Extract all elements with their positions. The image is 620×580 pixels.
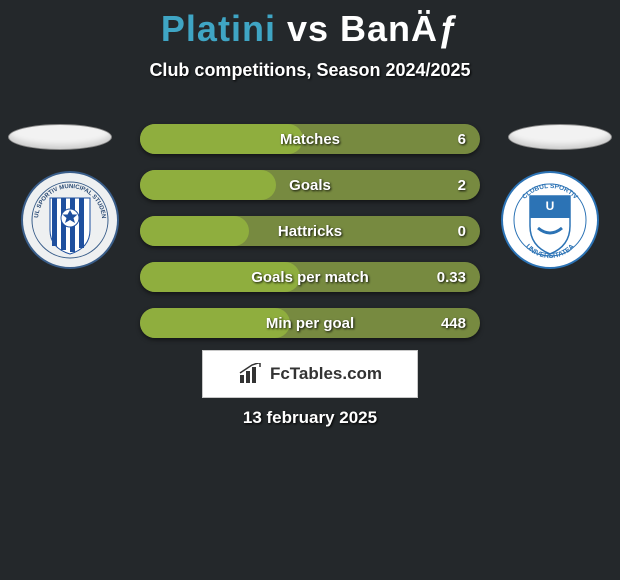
comparison-title: Platini vs BanÄƒ — [0, 0, 620, 50]
subtitle: Club competitions, Season 2024/2025 — [0, 60, 620, 81]
player-right-name: BanÄƒ — [340, 8, 459, 49]
stat-row: Matches 6 — [140, 124, 480, 154]
stat-row: Goals per match 0.33 — [140, 262, 480, 292]
club-badge-right: U CLUBUL SPORTIV UNIVERSITATEA — [500, 170, 600, 270]
club-crest-left-icon: CLUBUL SPORTIV MUNICIPAL STUDENTESC — [20, 170, 120, 270]
stat-value: 6 — [458, 131, 466, 148]
club-crest-right-icon: U CLUBUL SPORTIV UNIVERSITATEA — [500, 170, 600, 270]
vs-text: vs — [287, 8, 329, 49]
stat-fill — [140, 216, 249, 246]
stat-label: Hattricks — [278, 223, 342, 240]
stat-fill — [140, 124, 303, 154]
club-badge-left: CLUBUL SPORTIV MUNICIPAL STUDENTESC — [20, 170, 120, 270]
player-left-name: Platini — [161, 8, 276, 49]
stats-panel: Matches 6 Goals 2 Hattricks 0 Goals per match 0… — [140, 124, 480, 354]
stat-value: 448 — [441, 315, 466, 332]
stat-row: Hattricks 0 — [140, 216, 480, 246]
stat-fill — [140, 170, 276, 200]
stat-label: Min per goal — [266, 315, 354, 332]
brand-text: FcTables.com — [270, 364, 382, 384]
stat-row: Min per goal 448 — [140, 308, 480, 338]
bar-chart-icon — [238, 363, 266, 385]
svg-text:U: U — [546, 199, 555, 213]
player-left-platform — [8, 124, 112, 150]
stat-row: Goals 2 — [140, 170, 480, 200]
date-text: 13 february 2025 — [0, 408, 620, 428]
stat-value: 0.33 — [437, 269, 466, 286]
stat-label: Matches — [280, 131, 340, 148]
stat-value: 2 — [458, 177, 466, 194]
stat-label: Goals per match — [251, 269, 369, 286]
stat-value: 0 — [458, 223, 466, 240]
player-right-platform — [508, 124, 612, 150]
brand-box: FcTables.com — [202, 350, 418, 398]
stat-label: Goals — [289, 177, 331, 194]
